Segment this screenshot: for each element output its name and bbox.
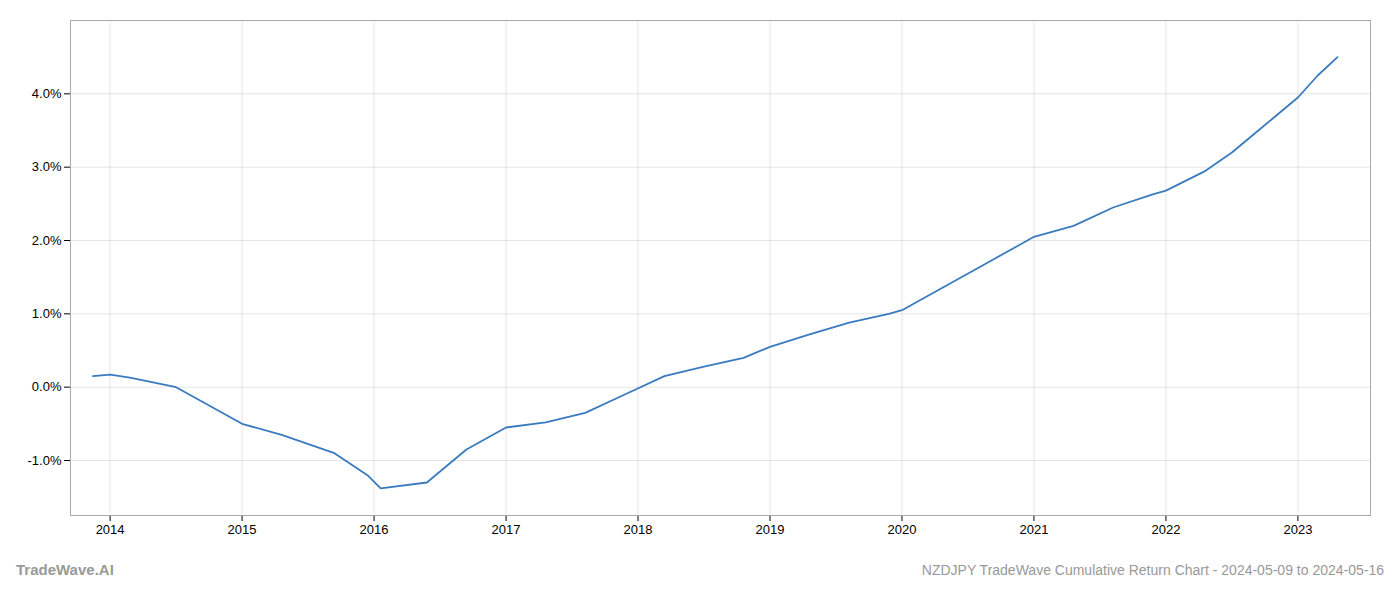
html-text:NZDJPY TradeWave Cumulative Re: NZDJPY TradeWave Cumulative Return Chart…: [921, 561, 1384, 578]
html-text:TradeWave.AI: TradeWave.AI: [16, 561, 114, 578]
svg-text:3.0%: 3.0%: [32, 159, 62, 174]
svg-text:2015: 2015: [228, 522, 257, 537]
svg-text:2023: 2023: [1283, 522, 1312, 537]
svg-text:0.0%: 0.0%: [32, 379, 62, 394]
svg-text:2016: 2016: [360, 522, 389, 537]
svg-text:1.0%: 1.0%: [32, 306, 62, 321]
svg-text:2021: 2021: [1019, 522, 1048, 537]
svg-text:2018: 2018: [624, 522, 653, 537]
svg-text:2014: 2014: [96, 522, 125, 537]
svg-text:2.0%: 2.0%: [32, 233, 62, 248]
svg-text:2019: 2019: [756, 522, 785, 537]
svg-text:2017: 2017: [492, 522, 521, 537]
svg-text:2020: 2020: [888, 522, 917, 537]
svg-text:4.0%: 4.0%: [32, 86, 62, 101]
svg-text:2022: 2022: [1151, 522, 1180, 537]
svg-text:-1.0%: -1.0%: [28, 453, 62, 468]
